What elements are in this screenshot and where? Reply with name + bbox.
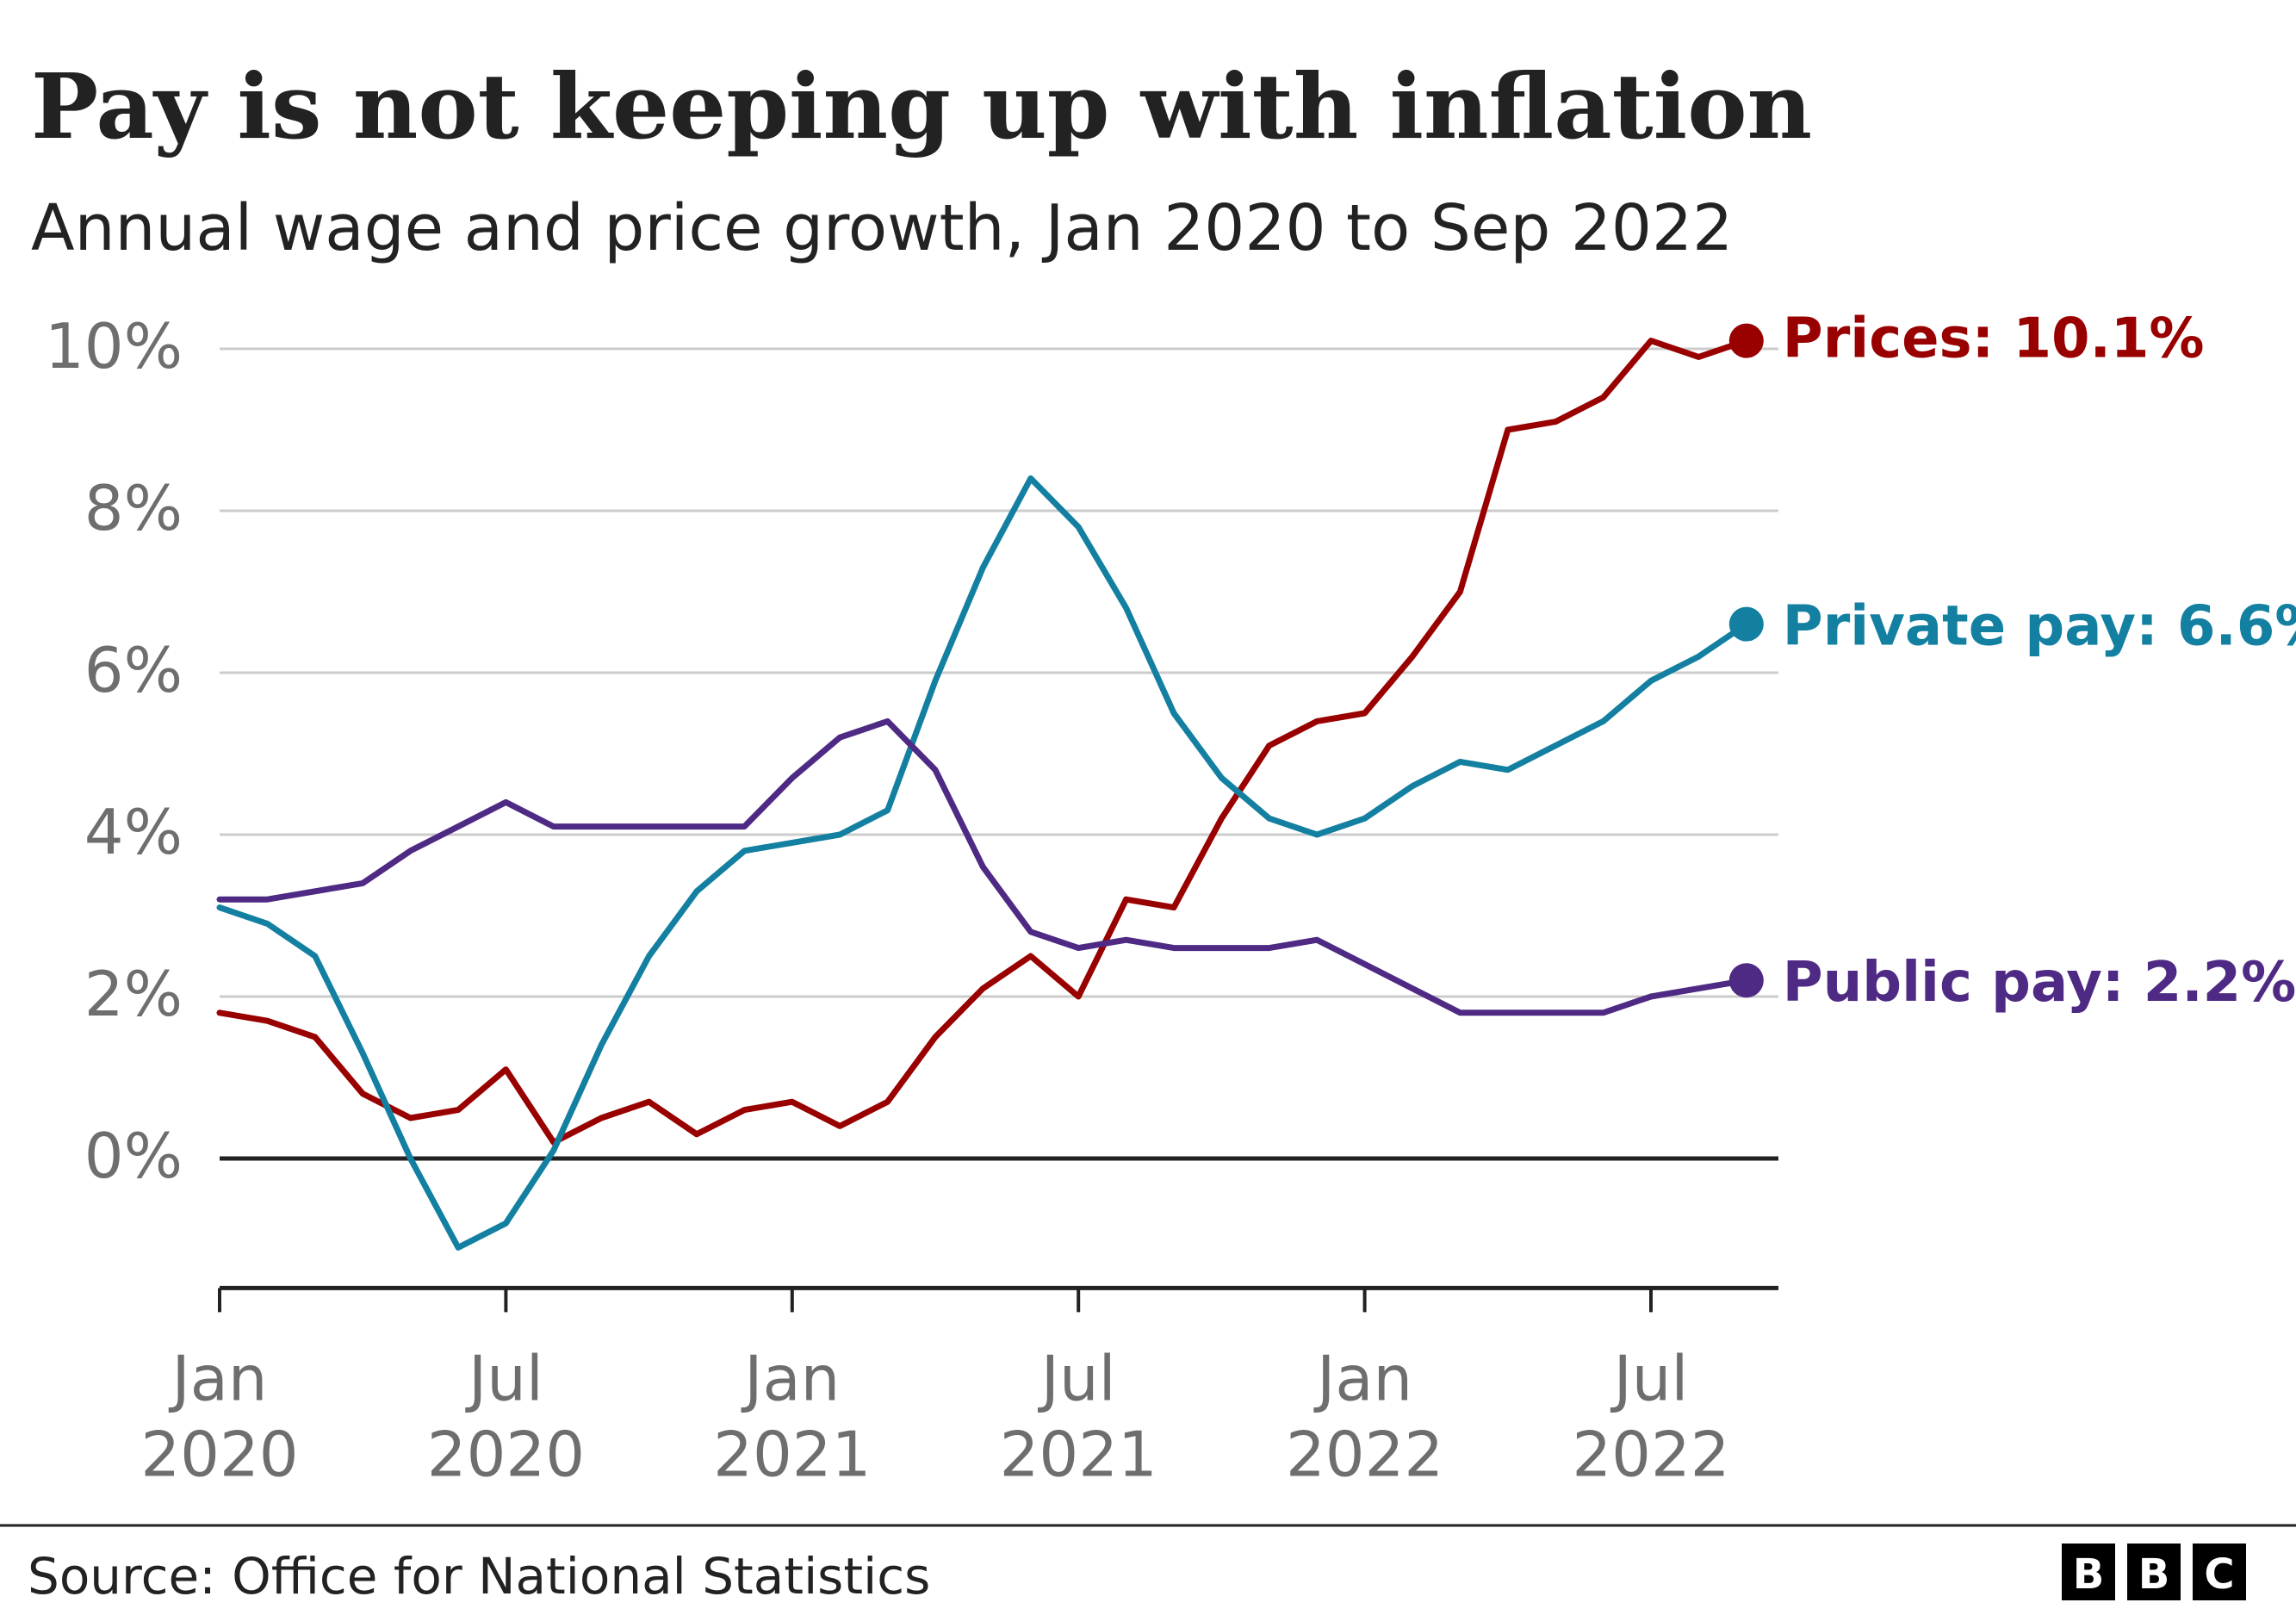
x-tick-label-month: Jul [1038,1342,1116,1414]
chart-subtitle: Annual wage and price growth, Jan 2020 t… [31,191,1733,265]
x-tick-label-year: 2021 [1000,1418,1157,1490]
chart-title: Pay is not keeping up with inflation [31,53,1812,159]
series-line-prices [216,338,1750,1146]
x-tick-label-year: 2021 [713,1418,871,1490]
y-tick-label: 8% [84,472,183,544]
series-end-marker-public-pay [1728,963,1764,998]
x-tick-label-month: Jan [741,1342,840,1414]
y-tick-label: 6% [84,634,183,706]
x-tick-label-year: 2020 [427,1418,585,1490]
x-axis: Jan2020Jul2020Jan2021Jul2021Jan2022Jul20… [140,1285,1778,1490]
x-tick-label-month: Jul [465,1342,543,1414]
x-tick-label-year: 2022 [1572,1418,1729,1490]
series-end-marker-private-pay [1728,606,1764,642]
series-end-marker-prices [1728,323,1764,358]
series-line-private-pay [216,475,1750,1251]
gridlines [220,347,1778,1161]
y-tick-label: 10% [45,310,183,382]
bbc-logo: B B C [2062,1544,2246,1600]
series-end-label-prices: Prices: 10.1% [1783,307,2205,371]
y-axis-ticks: 0% 2% 4% 6% 8% 10% [45,310,183,1192]
y-tick-label: 4% [84,796,183,868]
x-tick-label-year: 2022 [1286,1418,1443,1490]
x-tick-label-month: Jan [1313,1342,1412,1414]
series-line-public-pay [216,717,1750,1016]
x-tick-label-year: 2020 [140,1418,298,1490]
y-tick-label: 2% [84,958,183,1030]
x-tick-label-month: Jan [169,1342,268,1414]
series-lines [216,323,1764,1251]
source-text: Source: Office for National Statistics [28,1547,930,1606]
bbc-logo-letter-3: C [2204,1550,2234,1599]
series-end-labels: Prices: 10.1% Private pay: 6.6% Public pay… [1783,307,2296,1016]
bbc-logo-letter-2: B [2138,1550,2170,1599]
bbc-logo-letter-1: B [2073,1550,2105,1599]
x-tick-label-month: Jul [1610,1342,1689,1414]
series-end-label-private-pay: Private pay: 6.6% [1783,595,2296,659]
series-end-label-public-pay: Public pay: 2.2% [1783,951,2296,1015]
y-tick-label: 0% [84,1120,183,1192]
